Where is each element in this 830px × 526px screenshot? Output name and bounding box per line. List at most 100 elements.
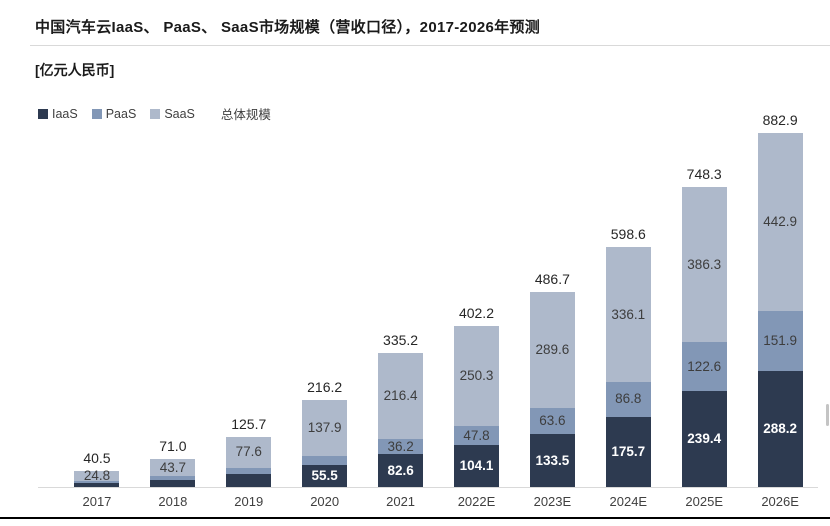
legend: IaaS PaaS SaaS 总体规模 bbox=[38, 104, 271, 123]
segment-iaas-2025E: 239.4 bbox=[681, 391, 727, 487]
total-value-label: 216.2 bbox=[307, 379, 343, 396]
segment-value-label: 36.2 bbox=[387, 438, 414, 454]
total-value-label: 598.6 bbox=[610, 226, 646, 243]
segment-value-label: 104.1 bbox=[459, 458, 494, 474]
segment-value-label: 239.4 bbox=[687, 431, 722, 447]
segment-value-label: 24.8 bbox=[83, 468, 111, 484]
bar-column-2026E: 882.9 442.9 151.9 288.2 bbox=[742, 113, 818, 487]
x-axis-label-2024E: 2024E bbox=[609, 494, 648, 509]
segment-iaas-2022E: 104.1 bbox=[453, 445, 499, 487]
segment-value-label: 289.6 bbox=[535, 342, 570, 358]
scrollbar-thumb[interactable] bbox=[826, 404, 829, 426]
segment-value-label: 86.8 bbox=[615, 391, 642, 407]
bar-stack-2025E: 386.3 122.6 239.4 bbox=[681, 186, 727, 487]
segment-iaas-2023E: 133.5 bbox=[529, 433, 575, 487]
legend-label-paas: PaaS bbox=[105, 106, 137, 121]
legend-item-total: 总体规模 bbox=[220, 108, 271, 122]
segment-paas-2022E: 47.8 bbox=[453, 426, 499, 446]
total-value-label: 882.9 bbox=[762, 111, 798, 128]
title-divider bbox=[30, 45, 830, 46]
segment-value-label: 250.3 bbox=[459, 368, 494, 384]
segment-iaas-2026E: 288.2 bbox=[757, 371, 803, 487]
segment-iaas-2018 bbox=[150, 479, 196, 487]
segment-paas-2026E: 151.9 bbox=[757, 310, 803, 372]
x-axis-label-2022E: 2022E bbox=[457, 494, 496, 509]
total-value-label: 402.2 bbox=[458, 304, 494, 321]
bar-column-2017: 40.5 24.8 bbox=[59, 451, 135, 487]
segment-value-label: 47.8 bbox=[463, 427, 490, 443]
bar-stack-2018: 43.7 bbox=[150, 458, 196, 487]
total-value-label: 748.3 bbox=[686, 165, 722, 182]
segment-iaas-2021: 82.6 bbox=[378, 453, 424, 487]
bar-stack-2023E: 289.6 63.6 133.5 bbox=[529, 291, 575, 487]
bar-column-2023E: 486.7 289.6 63.6 133.5 bbox=[514, 272, 590, 487]
segment-iaas-2019 bbox=[226, 474, 272, 487]
x-axis-line bbox=[38, 487, 818, 488]
segment-iaas-2024E: 175.7 bbox=[605, 416, 651, 487]
x-axis-label-2026E: 2026E bbox=[761, 494, 799, 509]
legend-item-iaas: IaaS bbox=[38, 107, 78, 121]
saas-swatch-icon bbox=[150, 108, 161, 119]
legend-item-paas: PaaS bbox=[91, 106, 137, 121]
segment-iaas-2017 bbox=[74, 483, 120, 487]
segment-value-label: 63.6 bbox=[539, 413, 566, 428]
chart-title: 中国汽车云IaaS、 PaaS、 SaaS市场规模（营收口径），2017-202… bbox=[35, 19, 541, 36]
bar-stack-2020: 137.9 55.5 bbox=[302, 400, 348, 487]
segment-value-label: 77.6 bbox=[235, 444, 262, 460]
x-axis-label-2020: 2020 bbox=[310, 494, 340, 509]
segment-saas-2018: 43.7 bbox=[150, 458, 196, 477]
segment-paas-2023E: 63.6 bbox=[529, 408, 575, 434]
segment-value-label: 386.3 bbox=[687, 256, 722, 272]
segment-value-label: 137.9 bbox=[307, 420, 342, 436]
segment-value-label: 288.2 bbox=[763, 421, 797, 437]
segment-value-label: 175.7 bbox=[611, 444, 646, 460]
segment-saas-2024E: 336.1 bbox=[605, 247, 651, 382]
total-value-label: 335.2 bbox=[383, 331, 419, 348]
bar-column-2025E: 748.3 386.3 122.6 239.4 bbox=[666, 167, 742, 487]
x-axis-labels: 2017 2018 2019 2020 2021 2022E 2023E 2024E 2025E… bbox=[59, 494, 818, 509]
segment-paas-2024E: 86.8 bbox=[605, 381, 651, 417]
bar-stack-2019: 77.6 bbox=[226, 436, 272, 487]
total-value-label: 125.7 bbox=[231, 415, 267, 432]
bar-stack-2026E: 442.9 151.9 288.2 bbox=[757, 132, 803, 487]
paas-swatch-icon bbox=[91, 108, 102, 119]
segment-saas-2023E: 289.6 bbox=[529, 291, 575, 408]
bar-stack-2024E: 336.1 86.8 175.7 bbox=[605, 247, 651, 487]
segment-paas-2019 bbox=[226, 467, 272, 475]
legend-label-iaas: IaaS bbox=[52, 106, 78, 121]
bar-column-2021: 335.2 216.4 36.2 82.6 bbox=[363, 333, 439, 487]
unit-label: [亿元人民币] bbox=[35, 62, 115, 78]
segment-paas-2018 bbox=[150, 476, 196, 480]
bar-column-2018: 71.0 43.7 bbox=[135, 439, 211, 487]
segment-paas-2020 bbox=[302, 455, 348, 465]
total-value-label: 71.0 bbox=[159, 437, 187, 454]
segment-paas-2017 bbox=[74, 480, 120, 483]
segment-value-label: 82.6 bbox=[387, 462, 414, 478]
legend-label-saas: SaaS bbox=[164, 106, 195, 121]
segment-value-label: 336.1 bbox=[611, 306, 646, 322]
x-axis-label-2017: 2017 bbox=[82, 494, 112, 509]
total-value-label: 40.5 bbox=[83, 449, 111, 466]
stacked-bar-chart: 40.5 24.8 71.0 43.7 125.7 77.6 216.2 137.9 55.5 3… bbox=[59, 113, 818, 487]
segment-saas-2025E: 386.3 bbox=[681, 186, 727, 342]
bar-stack-2017: 24.8 bbox=[74, 468, 120, 487]
segment-paas-2025E: 122.6 bbox=[681, 341, 727, 391]
segment-value-label: 151.9 bbox=[763, 333, 797, 349]
x-axis-label-2025E: 2025E bbox=[685, 494, 723, 509]
segment-paas-2021: 36.2 bbox=[378, 438, 424, 454]
legend-item-saas: SaaS bbox=[150, 107, 195, 121]
segment-saas-2026E: 442.9 bbox=[757, 132, 803, 311]
segment-value-label: 43.7 bbox=[159, 459, 186, 475]
bar-column-2019: 125.7 77.6 bbox=[211, 417, 287, 487]
segment-saas-2021: 216.4 bbox=[378, 352, 424, 440]
x-axis-label-2021: 2021 bbox=[386, 494, 416, 509]
segment-saas-2017: 24.8 bbox=[74, 468, 120, 484]
bar-column-2020: 216.2 137.9 55.5 bbox=[287, 380, 363, 487]
segment-iaas-2020: 55.5 bbox=[302, 464, 348, 487]
segment-value-label: 122.6 bbox=[687, 358, 722, 374]
segment-value-label: 216.4 bbox=[383, 388, 418, 404]
bar-stack-2022E: 250.3 47.8 104.1 bbox=[453, 325, 499, 487]
bar-column-2024E: 598.6 336.1 86.8 175.7 bbox=[590, 227, 666, 487]
segment-saas-2020: 137.9 bbox=[302, 400, 348, 456]
bar-stack-2021: 216.4 36.2 82.6 bbox=[378, 352, 424, 487]
